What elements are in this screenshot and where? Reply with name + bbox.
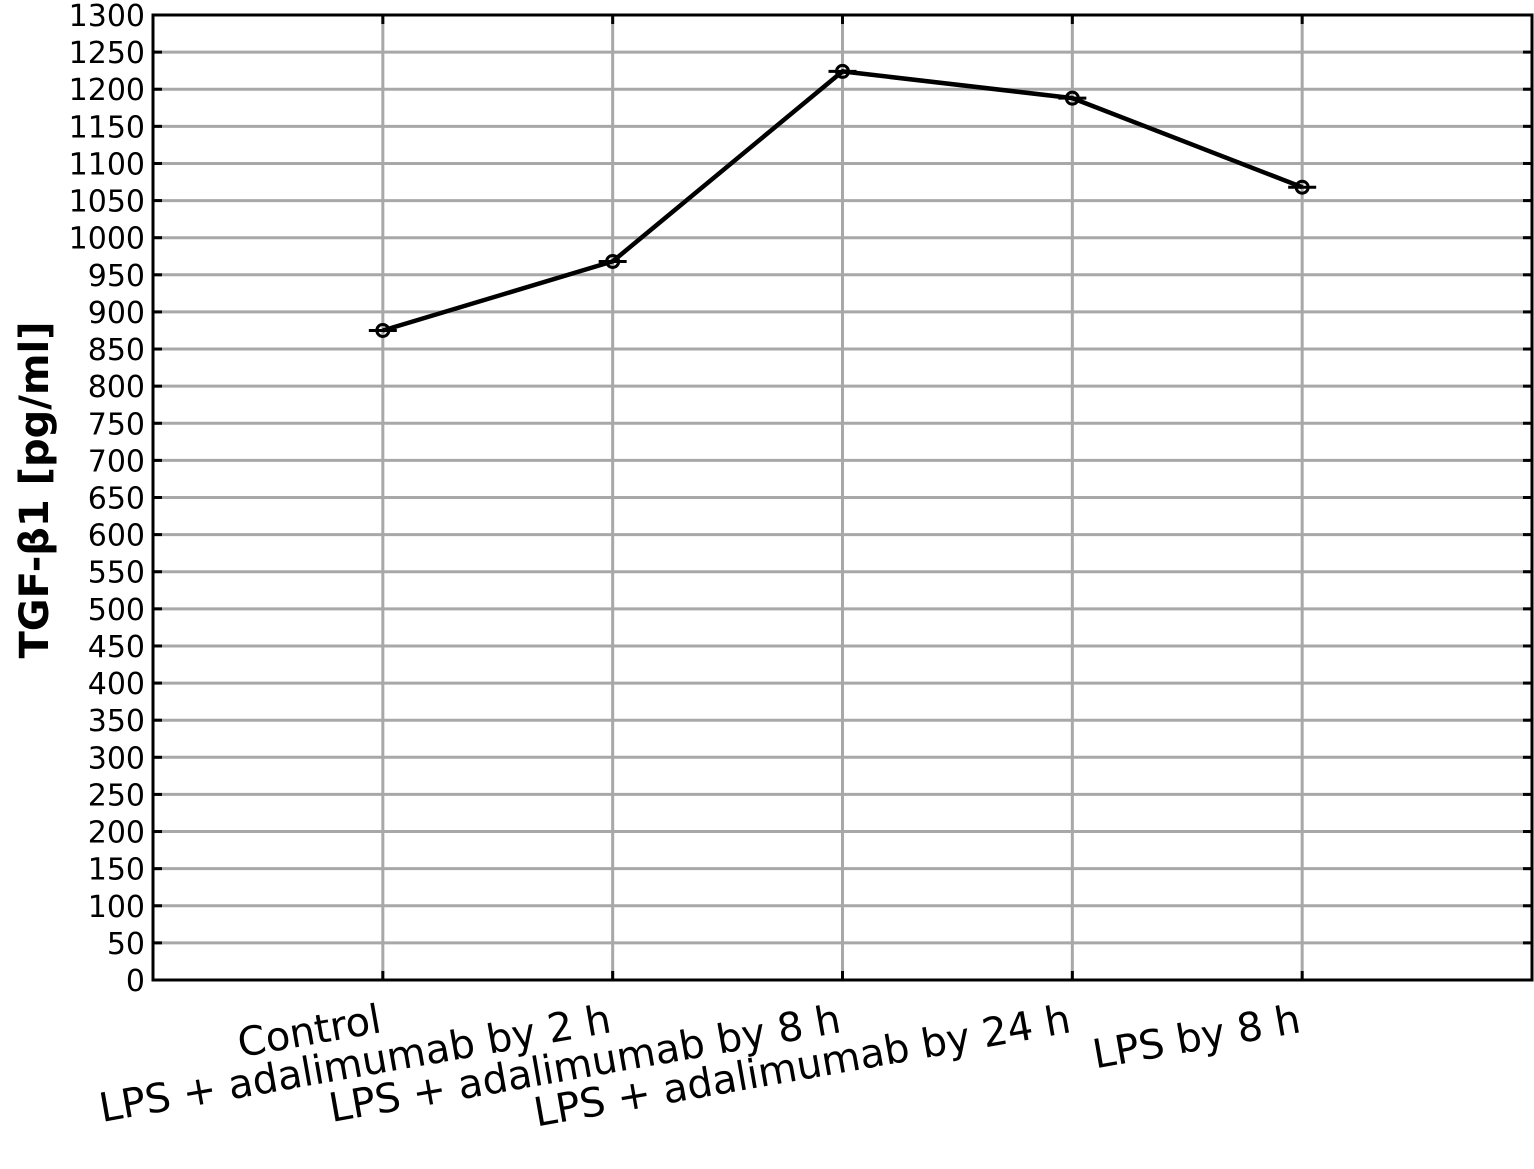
- data-point: [375, 322, 391, 338]
- y-tick-label: 1300: [69, 0, 145, 34]
- y-tick-label: 100: [88, 890, 145, 925]
- y-tick-label: 900: [88, 296, 145, 331]
- y-tick-label: 0: [126, 964, 145, 999]
- y-tick-label: 400: [88, 667, 145, 702]
- y-tick-label: 550: [88, 556, 145, 591]
- data-point: [835, 63, 850, 79]
- y-tick-label: 1150: [69, 110, 145, 145]
- y-tick-label: 1100: [69, 147, 145, 182]
- axis-ticks: [153, 13, 1532, 982]
- data-point: [1294, 179, 1310, 195]
- x-tick-label: LPS by 8 h: [1089, 997, 1304, 1079]
- y-tick-label: 700: [88, 444, 145, 479]
- data-point: [605, 253, 621, 269]
- y-tick-label: 300: [88, 741, 145, 776]
- y-tick-label: 1200: [69, 73, 145, 108]
- y-tick-label: 750: [88, 407, 145, 442]
- data-point: [1064, 90, 1080, 106]
- y-tick-labels: 0501001502002503003504004505005506006507…: [69, 0, 145, 999]
- y-tick-label: 1000: [69, 222, 145, 257]
- series-tgf-beta1: [368, 63, 1317, 338]
- y-tick-label: 350: [88, 704, 145, 739]
- y-tick-label: 150: [88, 853, 145, 888]
- y-tick-label: 1250: [69, 36, 145, 71]
- grid-lines: [153, 15, 1532, 980]
- y-tick-label: 250: [88, 778, 145, 813]
- y-tick-label: 50: [107, 927, 145, 962]
- y-tick-label: 450: [88, 630, 145, 665]
- y-tick-label: 200: [88, 816, 145, 851]
- y-tick-label: 800: [88, 370, 145, 405]
- y-tick-label: 650: [88, 482, 145, 517]
- y-tick-label: 850: [88, 333, 145, 368]
- y-axis-title: TGF-β1 [pg/ml]: [12, 321, 58, 658]
- y-tick-label: 950: [88, 259, 145, 294]
- y-tick-label: 600: [88, 519, 145, 554]
- y-tick-label: 500: [88, 593, 145, 628]
- y-tick-label: 1050: [69, 185, 145, 220]
